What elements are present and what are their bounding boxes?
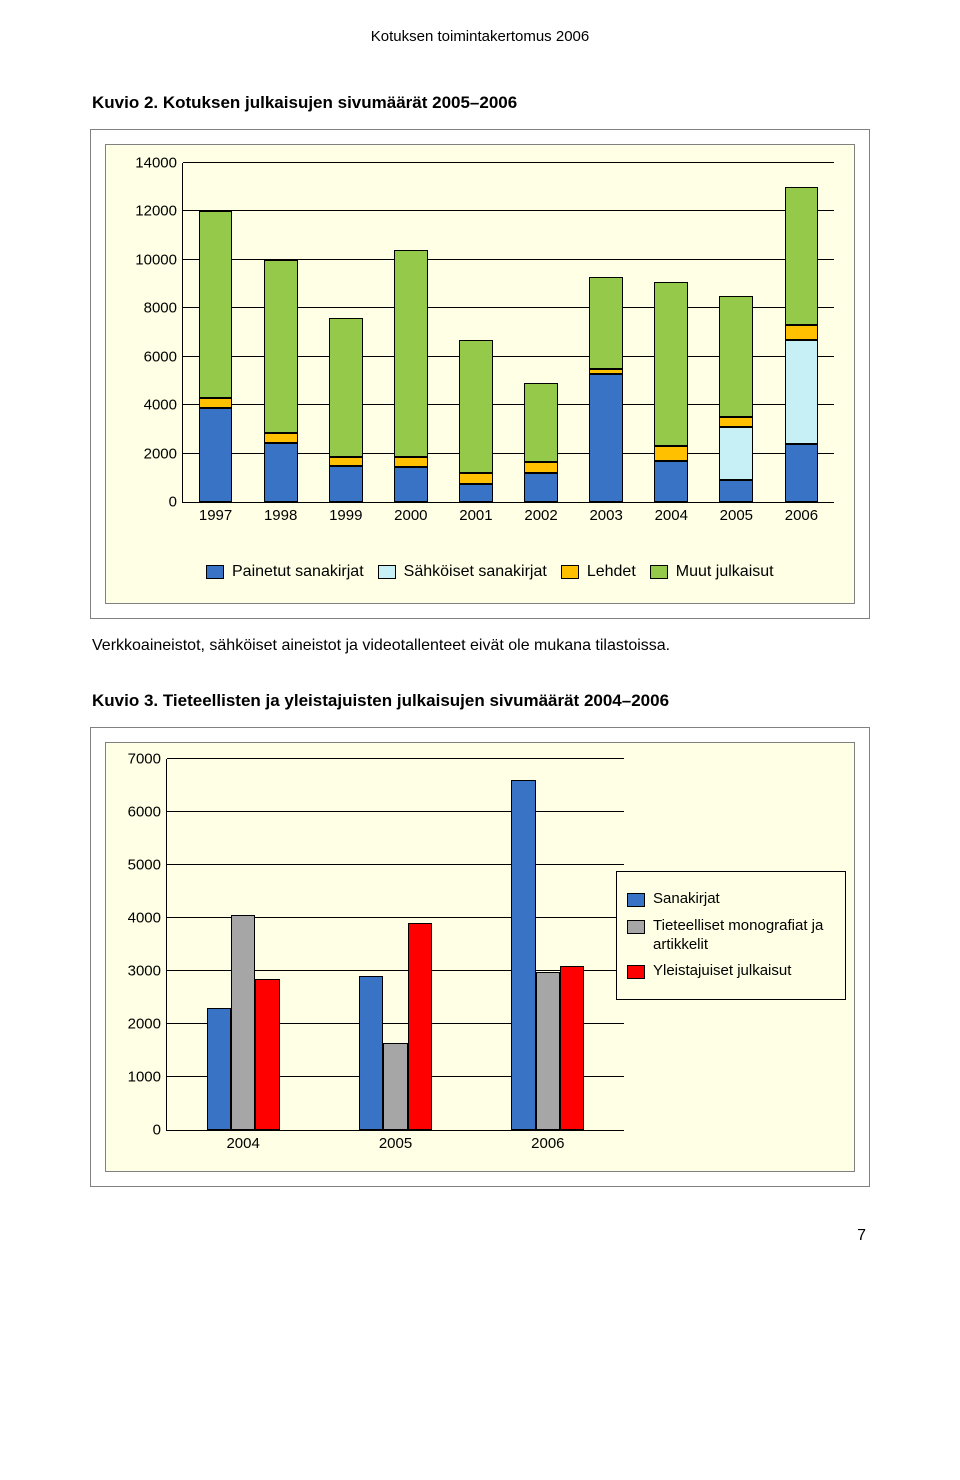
chart2-ytick: 7000	[128, 751, 161, 768]
figure-2-title: Kuvio 2. Kotuksen julkaisujen sivumäärät…	[92, 93, 870, 113]
chart2-plot: 0100020003000400050006000700020042005200…	[166, 759, 624, 1131]
chart1-ytick: 2000	[144, 445, 177, 462]
chart1-xtick: 1997	[199, 507, 232, 524]
chart2-ytick: 3000	[128, 963, 161, 980]
chart2-xtick: 2004	[226, 1135, 259, 1152]
chart1-legend-entry: Painetut sanakirjat	[206, 563, 364, 581]
chart1-xtick: 2004	[655, 507, 688, 524]
chart2-ytick: 0	[153, 1122, 161, 1139]
chart2-bar	[560, 966, 584, 1130]
chart2-bar	[231, 915, 255, 1130]
chart1-bar	[785, 163, 819, 502]
chart1-xtick: 2003	[589, 507, 622, 524]
chart2-legend-entry: Tieteelliset monografiat ja artikkelit	[627, 917, 835, 955]
chart1-bar	[654, 163, 688, 502]
chart2-legend-entry: Yleistajuiset julkaisut	[627, 962, 835, 981]
chart1-xtick: 2006	[785, 507, 818, 524]
chart1-plot: 0200040006000800010000120001400019971998…	[182, 163, 834, 503]
page-number: 7	[90, 1227, 870, 1245]
chart1-bar	[589, 163, 623, 502]
chart1-legend: Painetut sanakirjat Sähköiset sanakirjat L…	[206, 563, 834, 581]
chart1-legend-entry: Sähköiset sanakirjat	[378, 563, 547, 581]
chart2-bar	[255, 979, 279, 1130]
chart2-legend-entry: Sanakirjat	[627, 890, 835, 909]
chart2-frame: 0 1000 2000 3000 4000 5000 6000 7000 2004 2005 200…	[90, 727, 870, 1187]
chart2-bar	[511, 780, 535, 1130]
chart1-xtick: 2002	[524, 507, 557, 524]
chart1-xtick: 1999	[329, 507, 362, 524]
chart2-bar	[536, 972, 560, 1130]
chart1-bar	[199, 163, 233, 502]
chart1-note: Verkkoaineistot, sähköiset aineistot ja …	[92, 637, 870, 655]
chart2-ytick: 6000	[128, 804, 161, 821]
chart2-ytick: 2000	[128, 1016, 161, 1033]
chart1-xtick: 2000	[394, 507, 427, 524]
chart2-bar	[408, 923, 432, 1130]
chart1-frame: 0 2000 4000 6000 8000 10000 12000 14000 1997 1998…	[90, 129, 870, 619]
chart1-legend-entry: Lehdet	[561, 563, 636, 581]
chart1-xtick: 2001	[459, 507, 492, 524]
page-header: Kotuksen toimintakertomus 2006	[90, 28, 870, 45]
chart2-xtick: 2006	[531, 1135, 564, 1152]
chart1-ytick: 0	[169, 494, 177, 511]
chart1-bar	[329, 163, 363, 502]
chart2-bar	[359, 976, 383, 1130]
chart1-ytick: 14000	[135, 155, 177, 172]
chart1-bar	[459, 163, 493, 502]
chart1-ytick: 6000	[144, 348, 177, 365]
chart1-bar	[524, 163, 558, 502]
chart1-bar	[264, 163, 298, 502]
chart2-xtick: 2005	[379, 1135, 412, 1152]
chart2-ytick: 4000	[128, 910, 161, 927]
chart1-xtick: 1998	[264, 507, 297, 524]
chart2-ytick: 1000	[128, 1069, 161, 1086]
chart1: 0 2000 4000 6000 8000 10000 12000 14000 1997 1998…	[105, 144, 855, 604]
chart1-ytick: 4000	[144, 397, 177, 414]
chart1-legend-entry: Muut julkaisut	[650, 563, 774, 581]
chart1-ytick: 10000	[135, 251, 177, 268]
figure-3-title: Kuvio 3. Tieteellisten ja yleistajuisten…	[92, 691, 870, 711]
chart1-ytick: 12000	[135, 203, 177, 220]
chart1-bar	[394, 163, 428, 502]
chart2-bar	[207, 1008, 231, 1130]
chart1-ytick: 8000	[144, 300, 177, 317]
chart2-bar	[383, 1043, 407, 1130]
chart2-legend: Sanakirjat Tieteelliset monografiat ja ar…	[616, 871, 846, 1000]
chart2: 0 1000 2000 3000 4000 5000 6000 7000 2004 2005 200…	[105, 742, 855, 1172]
chart1-bar	[719, 163, 753, 502]
chart1-xtick: 2005	[720, 507, 753, 524]
chart2-ytick: 5000	[128, 857, 161, 874]
